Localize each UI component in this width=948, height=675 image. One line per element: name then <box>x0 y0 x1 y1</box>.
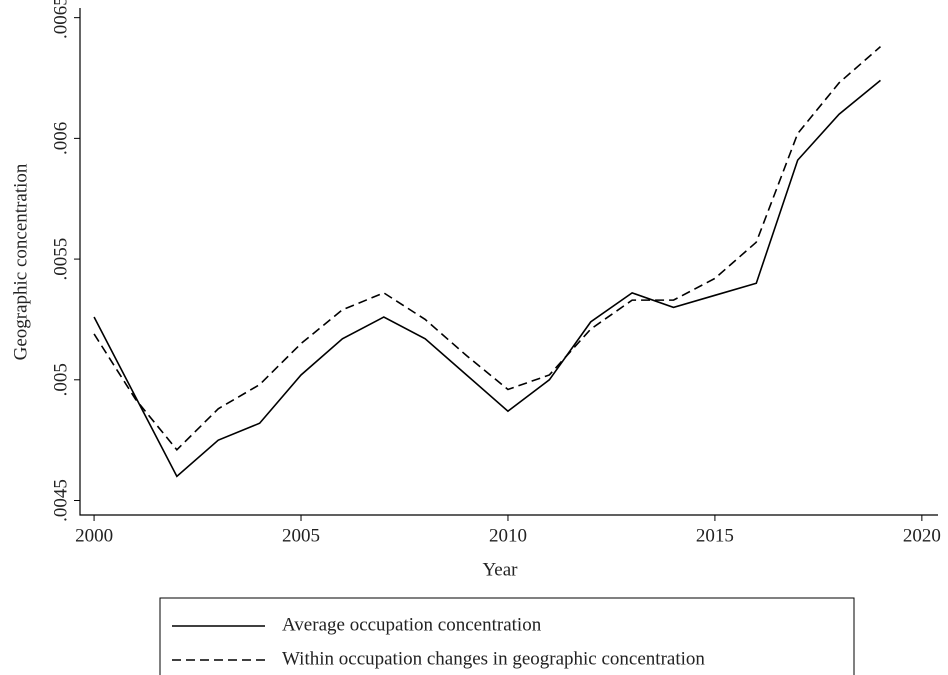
y-tick-label: .005 <box>50 363 71 396</box>
y-tick-label: .0045 <box>50 479 71 522</box>
y-axis-label: Geographic concentration <box>10 163 31 360</box>
legend-label: Average occupation concentration <box>282 614 542 635</box>
x-tick-label: 2010 <box>489 525 527 546</box>
x-tick-label: 2000 <box>75 525 113 546</box>
series-line <box>93 46 881 452</box>
y-tick-label: .0065 <box>50 0 71 39</box>
y-tick-label: .006 <box>50 122 71 155</box>
series-line <box>93 79 881 478</box>
plot-frame <box>79 8 938 516</box>
x-tick-label: 2005 <box>282 525 320 546</box>
x-tick-label: 2020 <box>903 525 941 546</box>
x-tick-label: 2015 <box>696 525 734 546</box>
legend-label: Within occupation changes in geographic … <box>282 648 705 669</box>
legend-box <box>159 597 855 675</box>
y-tick-label: .0055 <box>50 238 71 281</box>
x-axis-label: Year <box>482 559 518 580</box>
